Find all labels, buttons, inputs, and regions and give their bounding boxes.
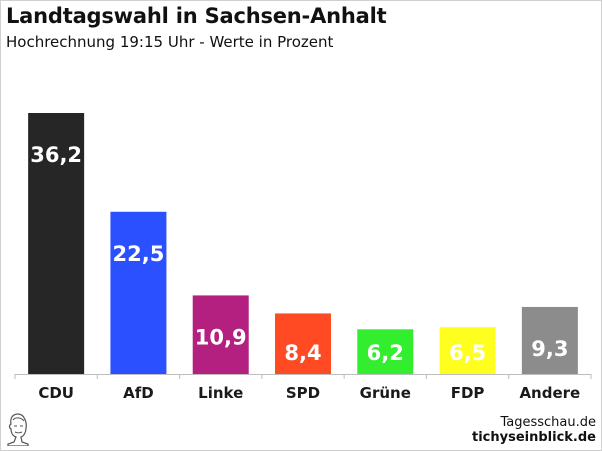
bar-fdp xyxy=(439,327,496,374)
category-label: Linke xyxy=(198,384,243,402)
bar-value-label: 10,9 xyxy=(195,325,247,349)
category-label: CDU xyxy=(38,384,74,402)
bar-value-label: 8,4 xyxy=(284,341,321,365)
site-label: tichyseinblick.de xyxy=(471,430,596,445)
source-label: Tagesschau.de xyxy=(500,415,596,430)
bar-cdu xyxy=(28,113,85,374)
bar-grüne xyxy=(357,329,414,374)
chart-title: Landtagswahl in Sachsen-Anhalt xyxy=(6,4,387,28)
bar-spd xyxy=(275,313,331,374)
category-label: Andere xyxy=(519,384,580,402)
bar-value-label: 6,2 xyxy=(367,341,404,365)
category-label: FDP xyxy=(451,384,485,402)
bar-value-label: 36,2 xyxy=(30,143,82,167)
bar-linke xyxy=(192,295,249,374)
bar-value-label: 9,3 xyxy=(531,337,568,361)
category-label: Grüne xyxy=(360,384,411,402)
bar-andere xyxy=(521,306,578,374)
category-label: SPD xyxy=(286,384,320,402)
bar-value-label: 6,5 xyxy=(449,341,486,365)
category-label: AfD xyxy=(123,384,154,402)
bust-portrait-logo-icon xyxy=(7,413,29,446)
bar-value-label: 22,5 xyxy=(113,242,165,266)
bar-afd xyxy=(110,211,167,374)
chart-subtitle: Hochrechnung 19:15 Uhr - Werte in Prozen… xyxy=(6,33,334,51)
